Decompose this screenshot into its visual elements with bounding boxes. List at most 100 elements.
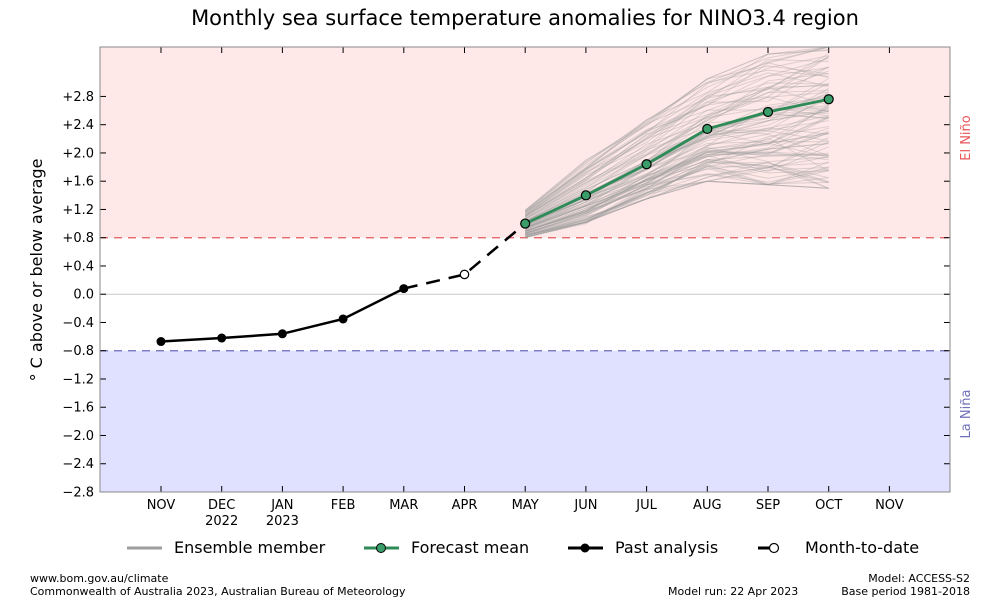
- ensemble-member-line: [524, 59, 829, 213]
- el-nino-label: El Niño: [959, 115, 974, 161]
- ensemble-member-line: [525, 142, 829, 232]
- el-nino-region: [100, 47, 950, 238]
- ensemble-member-line: [524, 53, 829, 217]
- legend-item-past: Past analysis: [568, 538, 718, 557]
- ensemble-member-line: [525, 161, 829, 236]
- ensemble-member-line: [525, 156, 829, 236]
- ensemble-member-line: [524, 49, 829, 211]
- ensemble-member-line: [524, 57, 829, 216]
- ensemble-member-line: [525, 113, 829, 226]
- ensemble-member-line: [525, 162, 829, 235]
- ensemble-member-line: [525, 116, 829, 228]
- legend-item-ensemble: Ensemble member: [127, 538, 326, 557]
- legend-label-forecast: Forecast mean: [411, 538, 529, 557]
- ensemble-member-line: [524, 82, 829, 216]
- y-tick-label: +1.6: [62, 175, 94, 190]
- ensemble-member-line: [525, 115, 829, 229]
- ensemble-member-line: [524, 73, 829, 220]
- ensemble-member-line: [524, 46, 829, 211]
- plot-area: +2.8 +2.4 +2.0 +1.6 +1.2 +0.8 +0.4 0.0 −0.4 −0.8 −…: [62, 46, 951, 529]
- ensemble-member-line: [524, 69, 829, 214]
- ensemble-members: [524, 46, 829, 239]
- ensemble-member-line: [525, 160, 829, 234]
- x-tick-label: SEP: [756, 498, 780, 513]
- x-tick-label: MAY: [512, 498, 539, 513]
- y-tick-label: +2.0: [62, 146, 94, 161]
- legend-marker-month-to-date: [768, 542, 780, 554]
- legend-label-past: Past analysis: [615, 538, 718, 557]
- ensemble-member-line: [524, 66, 829, 219]
- ensemble-member-line: [525, 143, 829, 234]
- x-tick-label: MAR: [389, 498, 418, 513]
- ensemble-member-line: [524, 127, 829, 227]
- ensemble-member-line: [525, 159, 829, 236]
- x-tick-label: JAN: [270, 498, 293, 513]
- ensemble-member-line: [525, 165, 829, 235]
- past-analysis-point: [399, 284, 409, 294]
- ensemble-member-line: [525, 166, 829, 238]
- ensemble-member-line: [525, 112, 829, 225]
- ensemble-member-line: [525, 180, 829, 239]
- x-tick-label: JUL: [635, 498, 657, 513]
- ensemble-member-line: [524, 90, 829, 220]
- x-tick-sublabel: 2022: [205, 514, 238, 529]
- ensemble-member-line: [524, 82, 829, 222]
- y-tick-label: +0.4: [62, 259, 94, 274]
- x-tick-label: NOV: [147, 498, 176, 513]
- x-tick-label: DEC: [208, 498, 235, 513]
- ensemble-member-line: [525, 130, 829, 232]
- ensemble-member-line: [525, 133, 829, 228]
- ensemble-member-line: [524, 96, 829, 222]
- ensemble-member-line: [525, 126, 829, 230]
- footer-copyright: Commonwealth of Australia 2023, Australi…: [30, 585, 406, 598]
- footer-model-run: Model run: 22 Apr 2023: [668, 585, 799, 598]
- forecast-mean-point: [762, 106, 774, 118]
- ensemble-member-line: [524, 96, 829, 222]
- ensemble-member-line: [525, 161, 829, 237]
- ensemble-member-line: [525, 104, 829, 229]
- x-tick-label: APR: [452, 498, 478, 513]
- forecast-mean-point: [823, 94, 834, 105]
- month-to-date-line: [403, 222, 527, 290]
- x-tick-label: FEB: [331, 498, 356, 513]
- ensemble-member-line: [525, 115, 829, 225]
- legend-label-ensemble: Ensemble member: [174, 538, 326, 557]
- legend-item-month-to-date: Month-to-date: [758, 538, 919, 557]
- ensemble-member-line: [525, 149, 829, 232]
- footer-left: www.bom.gov.au/climate Commonwealth of A…: [30, 572, 405, 598]
- ensemble-member-line: [524, 65, 829, 213]
- past-analysis-point: [217, 333, 227, 343]
- ensemble-member-line: [525, 180, 829, 238]
- y-tick-label: 0.0: [73, 288, 94, 303]
- ensemble-member-line: [525, 177, 829, 238]
- ensemble-member-line: [525, 141, 829, 232]
- y-tick-label: +0.8: [62, 231, 94, 246]
- y-tick-label: −2.8: [62, 486, 94, 501]
- legend-marker-forecast: [376, 543, 386, 553]
- legend-marker-past: [580, 543, 590, 553]
- ensemble-member-line: [525, 170, 829, 239]
- ensemble-member-line: [525, 154, 829, 236]
- legend-label-month-to-date: Month-to-date: [805, 538, 919, 557]
- forecast-mean-point: [702, 123, 713, 135]
- ensemble-member-line: [525, 107, 829, 228]
- y-tick-label: −1.6: [62, 401, 94, 416]
- ensemble-member-line: [524, 130, 829, 230]
- y-tick-label: +2.4: [62, 118, 94, 133]
- ensemble-member-line: [524, 46, 829, 213]
- forecast-mean-point: [580, 190, 592, 201]
- ensemble-member-line: [524, 84, 829, 218]
- ensemble-member-line: [524, 46, 829, 215]
- y-tick-label: −1.2: [62, 372, 94, 387]
- ensemble-member-line: [525, 98, 829, 227]
- forecast-mean-line: [524, 97, 829, 225]
- ensemble-member-line: [524, 72, 829, 216]
- plot-frame: [99, 46, 951, 493]
- past-analysis-point: [338, 314, 348, 324]
- ensemble-member-line: [525, 158, 829, 235]
- la-nina-region: [100, 350, 950, 492]
- footer-base-period: Base period 1981-2018: [841, 585, 970, 598]
- ensemble-member-line: [525, 132, 829, 232]
- ensemble-member-line: [524, 56, 829, 216]
